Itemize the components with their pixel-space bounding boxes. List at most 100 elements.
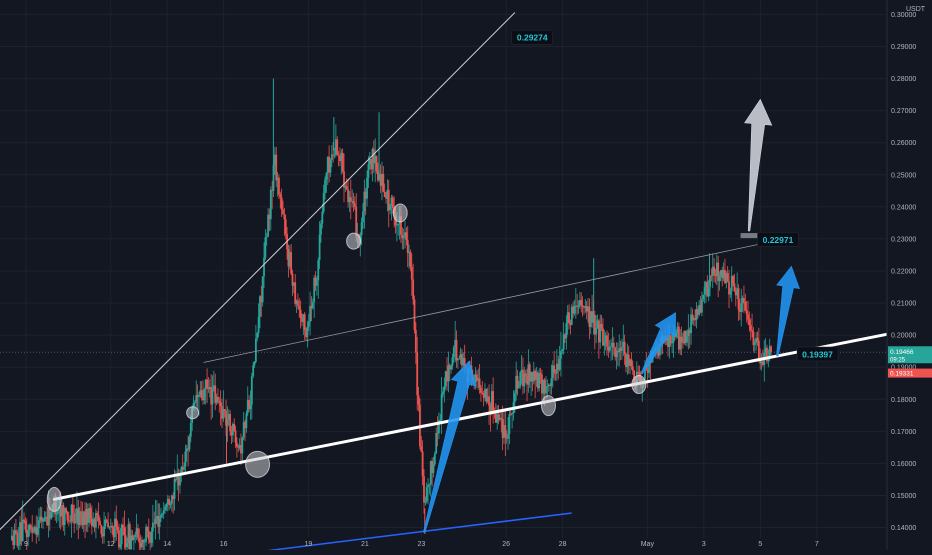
price-tick: 0.22000	[891, 268, 916, 275]
touch-marker[interactable]	[245, 450, 271, 478]
candle-body	[366, 177, 368, 199]
candle-body	[410, 266, 413, 280]
touch-marker[interactable]	[631, 375, 647, 395]
candle-body	[368, 159, 371, 165]
candle-body	[550, 378, 553, 386]
candle-body	[462, 358, 465, 366]
candle-body	[290, 252, 293, 274]
candle-body	[576, 305, 579, 308]
trendline-steep-support[interactable]	[0, 12, 516, 550]
candle-body	[233, 423, 236, 431]
candle-body	[516, 375, 519, 388]
trendline-blue-base[interactable]	[259, 512, 572, 553]
candle-body	[717, 262, 720, 281]
candle-body	[126, 543, 128, 548]
touch-marker[interactable]	[46, 486, 62, 512]
candle-body	[646, 369, 649, 373]
time-axis[interactable]: 9 12 14 16 19 21 23 26 28 May 3 5 7	[24, 541, 819, 548]
candle-body	[616, 350, 619, 353]
trendlines[interactable]	[0, 12, 889, 553]
candle-body	[721, 270, 724, 279]
candle-body	[558, 358, 561, 370]
candle-body	[402, 236, 405, 239]
candle-body	[395, 224, 398, 226]
touch-marker[interactable]	[186, 406, 200, 420]
candle-body	[593, 314, 596, 335]
candle-body	[692, 318, 695, 321]
candle-body	[80, 511, 82, 513]
touch-marker[interactable]	[540, 395, 556, 417]
candle-body	[584, 305, 587, 308]
markers[interactable]	[46, 203, 647, 512]
candle-body	[141, 539, 143, 548]
direction-arrow[interactable]	[423, 360, 477, 533]
candle-body	[188, 436, 191, 450]
candle-body	[424, 501, 427, 503]
candle-body	[436, 432, 439, 434]
candle-body	[499, 417, 501, 420]
candle-body	[397, 223, 400, 225]
candle-body	[128, 524, 131, 549]
candle-body	[375, 155, 378, 171]
candle-body	[428, 484, 431, 486]
candle-body	[755, 337, 758, 344]
candle-body	[212, 385, 215, 390]
candle-body	[109, 525, 112, 527]
candle-body	[284, 219, 287, 234]
touch-marker[interactable]	[392, 203, 408, 223]
callout-box	[757, 232, 799, 247]
candle-body	[480, 387, 482, 393]
trendline-main-support[interactable]	[52, 332, 889, 501]
candle-body	[47, 507, 50, 526]
trendline-upper-channel[interactable]	[203, 237, 789, 363]
direction-arrow[interactable]	[744, 98, 773, 232]
candle-body	[387, 189, 390, 211]
candle-body	[146, 526, 149, 531]
candle-body	[143, 541, 146, 543]
candle-body	[486, 396, 489, 402]
arrow-base-bar	[740, 233, 772, 239]
price-axis[interactable]: USDT 0.14000 0.15000 0.16000 0.17000 0.18000…	[886, 0, 932, 550]
price-callouts: 0.29274 0.22971 0.19397	[511, 29, 839, 362]
candle-body	[137, 528, 139, 538]
candle-body	[263, 257, 265, 277]
touch-marker[interactable]	[346, 232, 362, 250]
candle-body	[240, 445, 242, 454]
candle-body	[698, 304, 701, 315]
direction-arrow[interactable]	[776, 265, 800, 357]
candle-body	[702, 294, 705, 300]
candle-body	[138, 537, 141, 543]
candle-body	[421, 451, 424, 477]
candle-body	[104, 519, 107, 527]
candle-body	[589, 311, 592, 327]
candle-body	[135, 528, 138, 535]
candle-body	[38, 520, 40, 529]
direction-arrow[interactable]	[640, 312, 676, 375]
candle-body	[535, 372, 538, 380]
ref-price-tag	[888, 368, 932, 378]
candle-body	[732, 276, 734, 284]
arrows[interactable]	[423, 98, 800, 533]
candle-body	[320, 223, 322, 235]
callout-price: 0.22971	[763, 235, 794, 245]
candle-body	[13, 530, 16, 546]
candle-body	[353, 203, 356, 207]
candle-body	[747, 314, 749, 320]
candle-body	[500, 417, 503, 420]
time-tick: 19	[305, 541, 313, 548]
candle-body	[557, 363, 560, 370]
candle-body	[16, 532, 19, 546]
candle-body	[547, 384, 550, 386]
candle-body	[210, 387, 213, 405]
candle-body	[734, 291, 737, 296]
candle-body	[513, 393, 516, 403]
candle-body	[28, 525, 31, 531]
candle-body	[658, 343, 661, 356]
candle-body	[360, 222, 363, 235]
candle-body	[374, 155, 377, 164]
candle-body	[265, 236, 268, 238]
candle-body	[32, 531, 35, 533]
